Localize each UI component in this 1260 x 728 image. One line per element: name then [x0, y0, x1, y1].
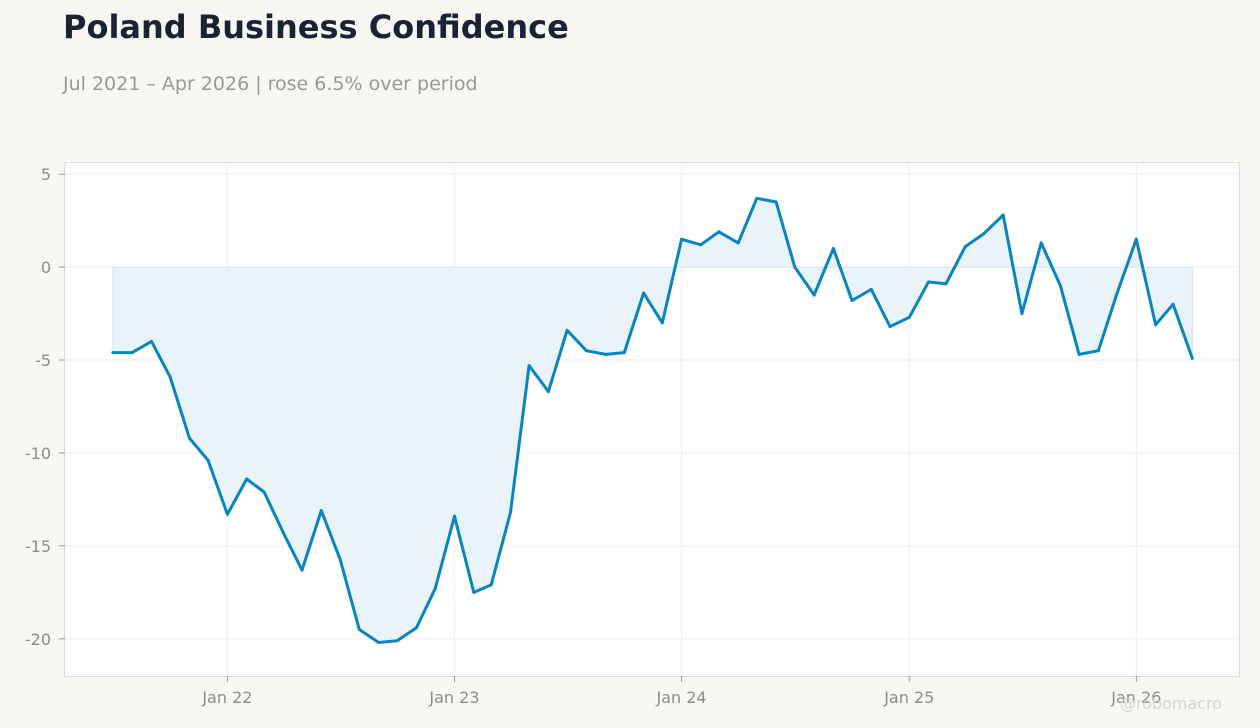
data-point [755, 196, 759, 200]
data-point [300, 568, 304, 572]
y-axis: 5 0 -5 -10 -15 -20 [25, 165, 65, 649]
data-point [245, 477, 249, 481]
data-point [717, 230, 721, 234]
x-tick-label: Jan 24 [655, 688, 706, 707]
x-axis: Jan 22 Jan 23 Jan 24 Jan 25 Jan 26 [201, 676, 1161, 707]
data-point [812, 293, 816, 297]
data-point [888, 325, 892, 329]
data-point [319, 509, 323, 513]
data-point [982, 232, 986, 236]
chart-subtitle: Jul 2021 – Apr 2026 | rose 6.5% over per… [63, 73, 478, 95]
data-point [150, 339, 153, 343]
data-point [546, 390, 550, 394]
data-point [1020, 312, 1024, 316]
data-point [699, 243, 703, 247]
data-point [660, 321, 664, 325]
x-tick-label: Jan 25 [883, 688, 934, 707]
data-point [604, 352, 608, 356]
data-point [736, 241, 740, 245]
y-tick-label: -15 [25, 537, 51, 556]
series-line [111, 196, 1194, 644]
data-point [1171, 302, 1175, 306]
data-point [1077, 352, 1081, 356]
data-point [357, 628, 361, 631]
data-point [944, 282, 948, 286]
x-tick-label: Jan 23 [428, 688, 479, 707]
data-point [130, 351, 134, 355]
data-point [793, 265, 797, 269]
data-point [453, 514, 456, 518]
data-point [831, 247, 835, 250]
data-point [642, 291, 646, 295]
data-point [584, 349, 588, 353]
data-point [377, 641, 381, 644]
data-point [1001, 213, 1005, 217]
data-point [168, 375, 172, 379]
x-tick-label: Jan 22 [201, 688, 252, 707]
data-point [927, 280, 930, 284]
data-point [281, 531, 285, 535]
data-point [111, 351, 115, 355]
data-point [1058, 284, 1062, 288]
data-point [565, 328, 569, 332]
chart-title: Poland Business Confidence [63, 8, 569, 46]
data-point [869, 287, 873, 291]
y-tick-label: -5 [35, 351, 51, 370]
y-tick-label: 0 [41, 258, 51, 277]
data-point [338, 557, 342, 561]
data-point [262, 490, 266, 494]
data-point [225, 512, 229, 516]
data-point [527, 364, 531, 368]
y-tick-label: 5 [41, 165, 51, 184]
data-point [1096, 349, 1100, 353]
y-tick-label: -10 [25, 444, 51, 463]
data-point [433, 587, 437, 591]
y-tick-label: -20 [25, 630, 51, 649]
watermark: @robomacro [1119, 694, 1222, 713]
data-point [622, 351, 626, 355]
data-point [1115, 291, 1119, 295]
data-point [680, 237, 684, 241]
data-point [850, 299, 854, 302]
data-point [187, 436, 191, 440]
x-tick-label: Jan 26 [1110, 688, 1161, 707]
data-point [1134, 237, 1138, 241]
data-point [907, 315, 911, 319]
data-point [489, 583, 493, 587]
data-point [472, 590, 476, 594]
line-layer [111, 196, 1194, 644]
data-point [963, 245, 967, 249]
data-point [1039, 241, 1043, 245]
data-point [509, 510, 512, 514]
data-point [1154, 323, 1158, 327]
data-point [206, 458, 210, 462]
data-point [774, 200, 778, 204]
data-point [415, 626, 418, 630]
data-point [395, 639, 399, 643]
data-point [1190, 356, 1194, 360]
